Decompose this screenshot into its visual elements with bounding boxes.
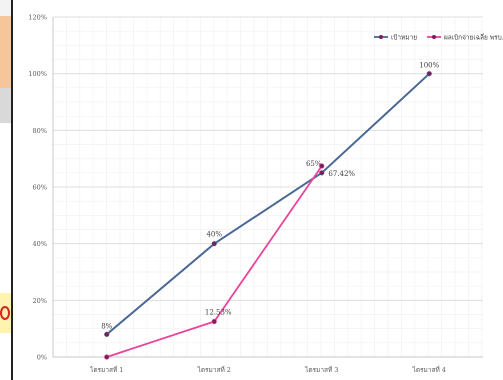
x-tick-label: ไตรมาสที่ 4 [412,365,446,374]
strip-cell-white [0,123,11,293]
data-point [104,331,110,337]
series-line [106,72,430,336]
data-point [211,318,217,325]
data-point [211,241,217,247]
spreadsheet-side-strip [0,0,13,380]
y-tick-label: 100% [28,70,47,78]
legend-label: เป้าหมาย [391,34,417,42]
y-tick-label: 40% [33,240,47,248]
chart-area[interactable]: 0% 20% 40% 60% 80% 100% 120% ไตรมาสที่ 1 ไตรมาสท… [13,0,503,380]
y-tick-label: 20% [33,297,47,305]
x-tick-label: ไตรมาสที่ 1 [89,365,123,374]
strip-cell-gray [0,88,11,123]
strip-cell-orange [0,16,11,56]
line-chart: 0% 20% 40% 60% 80% 100% 120% ไตรมาสที่ 1 ไตรมาสท… [28,14,503,375]
data-label: 100% [419,62,439,70]
strip-marker-circle [0,306,10,320]
legend-marker [379,35,383,39]
legend-marker [432,35,436,39]
strip-border [11,0,13,380]
data-label: 40% [206,231,222,239]
data-point [426,71,432,77]
data-point [104,354,110,360]
y-tick-label: 80% [33,127,47,135]
x-tick-label: ไตรมาสที่ 3 [304,365,338,374]
data-point [319,170,325,176]
strip-cell-white [0,0,11,16]
strip-cell-orange [0,56,11,88]
y-tick-label: 60% [33,184,47,192]
x-tick-label: ไตรมาสที่ 2 [197,365,231,374]
strip-cell-white [0,333,11,380]
data-label: 8% [101,322,112,330]
legend-label: ผลเบิกจ่ายเฉลี่ย พรบ. [444,33,503,42]
data-label: 12.53% [205,308,232,316]
data-label: 67.42% [328,170,355,178]
y-tick-label: 0% [37,354,47,362]
y-tick-label: 120% [28,14,47,22]
data-label: 65% [306,160,322,168]
data-point [319,163,325,169]
